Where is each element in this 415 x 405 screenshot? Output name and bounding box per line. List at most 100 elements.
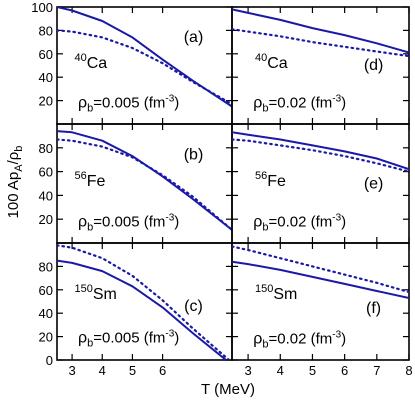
density-sub: b <box>87 103 93 115</box>
panel-label: (f) <box>366 300 381 317</box>
nucleus-label: 40Ca <box>75 52 108 72</box>
density-label: ρb=0.02 (fm-3) <box>253 330 346 351</box>
density-sub: b <box>262 103 268 115</box>
series-dotted-line <box>57 29 232 106</box>
panel-label: (a) <box>184 29 204 46</box>
density-close: ) <box>341 331 346 348</box>
series-solid-line <box>232 8 409 54</box>
mass-number: 150 <box>75 283 93 295</box>
y-tick-label: 40 <box>39 188 53 203</box>
series-dotted-line <box>232 245 409 294</box>
panel-label: (e) <box>364 175 384 192</box>
x-tick-label: 4 <box>277 363 284 378</box>
x-tick-label: 5 <box>129 363 136 378</box>
density-close: ) <box>174 329 179 346</box>
y-axis-label: 100 ApA/ρb <box>5 146 25 219</box>
x-tick-label: 5 <box>309 363 316 378</box>
density-sub: b <box>262 339 268 351</box>
y-tick-label: 20 <box>39 94 53 109</box>
mass-number: 40 <box>255 52 267 64</box>
nucleus-label: 150Sm <box>255 283 297 303</box>
panel-label: (d) <box>364 57 384 74</box>
x-tick-label: 3 <box>68 363 75 378</box>
mass-number: 40 <box>75 52 87 64</box>
panel-frame <box>231 242 410 361</box>
element-symbol: Fe <box>267 173 286 190</box>
density-prefix: ρ <box>253 95 262 112</box>
x-tick-label: 4 <box>99 363 106 378</box>
y-tick-label: 80 <box>39 141 53 156</box>
density-value: =0.02 (fm <box>268 213 332 230</box>
element-symbol: Ca <box>87 55 108 72</box>
x-axis-label: T (MeV) <box>201 381 255 398</box>
density-exp: -3 <box>165 94 174 105</box>
panel-label: (b) <box>184 147 204 164</box>
density-prefix: ρ <box>78 213 87 230</box>
density-exp: -3 <box>165 328 174 339</box>
mass-number: 56 <box>75 170 87 182</box>
mass-number: 150 <box>255 283 273 295</box>
x-tick-label: 6 <box>341 363 348 378</box>
density-value: =0.02 (fm <box>268 331 332 348</box>
density-sub: b <box>87 221 93 233</box>
series-solid-line <box>232 131 409 171</box>
panel-e: (e) 56Fe ρb=0.02 (fm-3) <box>231 123 410 244</box>
density-close: ) <box>341 213 346 230</box>
series-solid-line <box>57 7 232 108</box>
density-close: ) <box>174 213 179 230</box>
x-tick-label: 8 <box>405 363 412 378</box>
y-tick-label: 20 <box>39 330 53 345</box>
density-exp: -3 <box>332 94 341 105</box>
density-exp: -3 <box>332 212 341 223</box>
x-tick-label: 6 <box>159 363 166 378</box>
panel-c: 0 20 40 60 80 3 4 5 6 (c) 150Sm ρb=0.005 (fm-3) <box>39 242 233 378</box>
y-tick-label: 20 <box>39 212 53 227</box>
y-tick-label: 60 <box>39 283 53 298</box>
panel-b: 20 40 60 80 (b) 56Fe ρb=0.005 (fm-3) <box>39 123 233 244</box>
density-value: =0.005 (fm <box>93 213 165 230</box>
series-solid-line <box>232 260 409 299</box>
y-tick-label: 60 <box>39 47 53 62</box>
density-prefix: ρ <box>253 331 262 348</box>
density-label: ρb=0.005 (fm-3) <box>78 94 179 115</box>
density-label: ρb=0.005 (fm-3) <box>78 212 179 233</box>
density-prefix: ρ <box>253 213 262 230</box>
density-value: =0.02 (fm <box>268 95 332 112</box>
x-tick-label: 3 <box>244 363 251 378</box>
series-solid-line <box>57 130 232 231</box>
y-tick-label: 0 <box>46 353 53 368</box>
series-dotted-line <box>232 28 409 58</box>
density-prefix: ρ <box>78 95 87 112</box>
y-tick-label: 80 <box>39 23 53 38</box>
element-symbol: Sm <box>93 286 117 303</box>
y-tick-label: 40 <box>39 70 53 85</box>
x-tick-label: 7 <box>373 363 380 378</box>
density-sub: b <box>262 221 268 233</box>
density-value: =0.005 (fm <box>93 329 165 346</box>
density-close: ) <box>341 95 346 112</box>
nucleus-label: 56Fe <box>255 170 286 190</box>
density-value: =0.005 (fm <box>93 95 165 112</box>
panel-label: (c) <box>184 298 203 315</box>
y-tick-label: 40 <box>39 306 53 321</box>
nucleus-label: 150Sm <box>75 283 117 303</box>
y-tick-label: 100 <box>31 0 53 15</box>
mass-number: 56 <box>255 170 267 182</box>
series-dotted-line <box>57 138 232 231</box>
density-label: ρb=0.005 (fm-3) <box>78 328 179 349</box>
density-prefix: ρ <box>78 329 87 346</box>
nucleus-label: 56Fe <box>75 170 106 190</box>
element-symbol: Fe <box>87 173 106 190</box>
density-label: ρb=0.02 (fm-3) <box>253 212 346 233</box>
density-label: ρb=0.02 (fm-3) <box>253 94 346 115</box>
series-solid-line <box>57 259 227 360</box>
element-symbol: Ca <box>267 55 288 72</box>
series-dotted-line <box>232 138 409 173</box>
density-exp: -3 <box>332 330 341 341</box>
element-symbol: Sm <box>273 286 297 303</box>
density-sub: b <box>87 337 93 349</box>
panel-d: (d) 40Ca ρb=0.02 (fm-3) <box>231 6 410 125</box>
